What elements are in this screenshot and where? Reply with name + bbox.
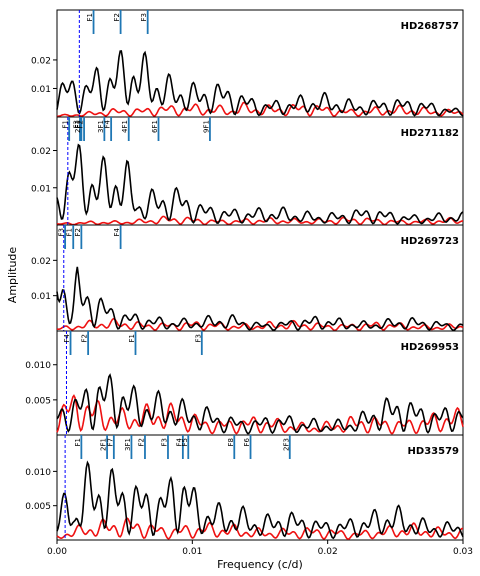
observed-line — [56, 373, 464, 435]
marker-label: F4 — [63, 333, 71, 342]
observed-line — [56, 50, 464, 117]
residual-line — [56, 317, 464, 332]
y-tick-label: 0.01 — [31, 184, 51, 194]
star-name: HD269953 — [401, 342, 459, 353]
marker-label: 4F1 — [121, 120, 129, 133]
marker-label: 6F1 — [151, 120, 159, 133]
marker-label: F3 — [160, 438, 168, 446]
panel-frame — [56, 224, 464, 332]
marker-label: F3 — [194, 334, 202, 342]
marker-label: 2F1 — [100, 438, 108, 451]
marker-label: F1 — [128, 334, 136, 342]
star-name: HD268757 — [401, 21, 459, 32]
x-tick-label: 0.03 — [453, 547, 473, 557]
panel-hd269953: F4 F2 F1 F3 HD269953 0.005 0.010 — [25, 330, 464, 436]
marker-label: 3F1 — [97, 120, 105, 133]
marker-label: 9F1 — [202, 120, 210, 133]
star-name: HD33579 — [408, 446, 460, 457]
marker-label: F4 — [113, 227, 121, 236]
y-tick-label: 0.010 — [25, 468, 51, 478]
x-tick-label: 0.00 — [47, 547, 67, 557]
y-tick-label: 0.005 — [25, 396, 51, 406]
marker-label: F1 — [62, 120, 70, 128]
marker-label: F3 — [73, 120, 81, 128]
marker-label: 3F1 — [124, 438, 132, 451]
residual-line — [56, 394, 464, 435]
marker-label: F3 — [140, 13, 148, 21]
marker-label: 2F1 — [74, 120, 82, 133]
x-tick-label: 0.02 — [318, 547, 338, 557]
y-tick-label: 0.02 — [31, 56, 51, 66]
y-tick-label: 0.01 — [31, 85, 51, 95]
marker-label: F1 — [74, 438, 82, 446]
marker-label: F4 — [104, 119, 112, 128]
marker-label: F3 — [58, 228, 66, 236]
marker-label: F1 — [66, 228, 74, 236]
x-tick-group: 0.00 0.01 0.02 0.03 — [47, 540, 473, 557]
marker-label: F8 — [227, 438, 235, 446]
marker-label: F2 — [74, 228, 82, 236]
star-name: HD271182 — [401, 128, 459, 139]
panel-frame — [56, 116, 464, 226]
observed-line — [56, 143, 464, 225]
marker-label: F2 — [77, 120, 85, 128]
marker-label: F4 — [175, 437, 183, 446]
marker-label: F5 — [181, 438, 189, 446]
panel-frame — [56, 330, 464, 436]
marker-label: F2 — [81, 334, 89, 342]
x-tick-label: 0.01 — [182, 547, 202, 557]
y-tick-label: 0.01 — [31, 292, 51, 302]
observed-line — [56, 460, 464, 540]
residual-line — [56, 517, 463, 540]
star-name: HD269723 — [401, 236, 459, 247]
y-axis-label: Amplitude — [6, 247, 19, 304]
y-tick-label: 0.02 — [31, 147, 51, 157]
marker-label: F6 — [243, 437, 251, 446]
y-tick-label: 0.005 — [25, 502, 51, 512]
panel-frame — [56, 9, 464, 118]
marker-label: F2 — [113, 13, 121, 21]
observed-line — [56, 266, 464, 332]
x-axis-label: Frequency (c/d) — [217, 558, 303, 571]
panel-hd268757: F1 F2 F3 HD268757 0.01 0.02 — [31, 9, 464, 118]
panel-frame — [56, 434, 464, 541]
marker-label: F2 — [137, 438, 145, 446]
marker-label: F1 — [86, 13, 94, 21]
marker-label: 2F3 — [282, 438, 290, 451]
y-tick-label: 0.010 — [25, 361, 51, 371]
marker-label: F7 — [106, 438, 114, 446]
panel-hd269723: F3 F1 F2 F4 HD269723 0.01 0.02 — [31, 224, 464, 332]
y-tick-label: 0.02 — [31, 257, 51, 267]
